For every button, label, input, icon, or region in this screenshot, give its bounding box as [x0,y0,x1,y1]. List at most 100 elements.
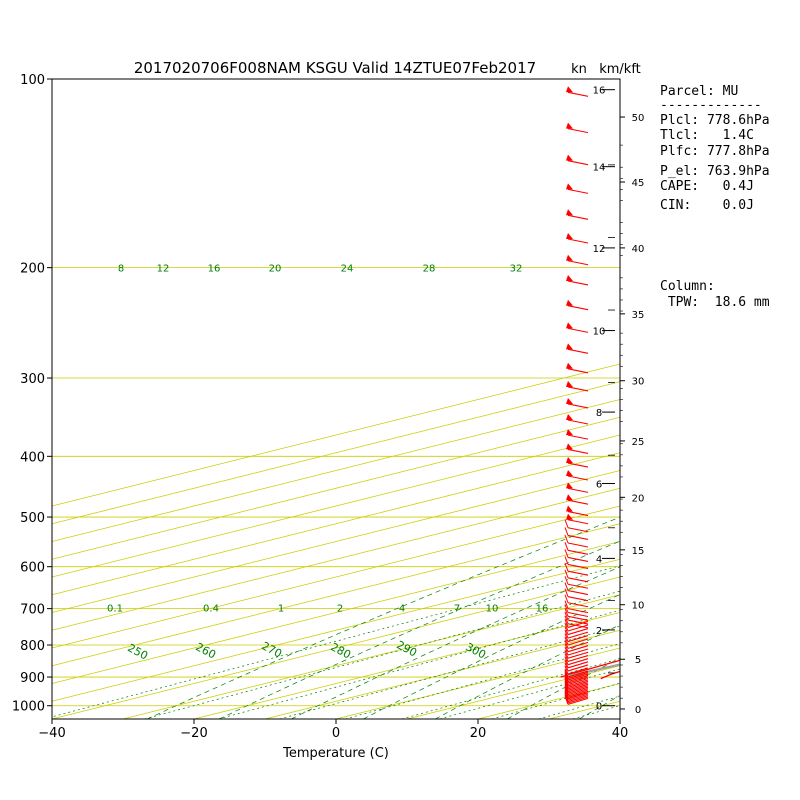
theta-e-label: 16 [208,264,221,275]
theta-e-label: 28 [423,264,436,275]
wind-barb [564,650,589,659]
wind-barb-feather [564,594,569,603]
wind-barb [564,674,589,684]
wind-barb [564,676,589,686]
wind-barb [564,582,589,596]
wind-barb-feather [564,682,569,691]
kft-tick-label: 20 [632,493,645,504]
wind-barb-pennant [566,154,573,161]
x-tick-label: −40 [38,726,65,741]
wind-barb-pennant [566,505,573,512]
wind-barb-staff [567,91,589,97]
wind-barb-pennant [566,122,573,129]
wind-barb-feather [564,668,569,678]
wind-barb-staff [567,305,589,311]
wind-barb [564,622,589,632]
wind-barb [564,611,589,625]
wind-barb-staff [567,673,589,681]
isotherm-line [52,541,620,684]
wind-barb-staff [567,686,589,694]
wind-barb [564,636,589,646]
column-tpw: TPW: 18.6 mm [660,295,770,310]
wind-barb-staff [567,682,589,690]
wind-barb [566,470,589,481]
wind-barb [564,534,589,548]
wind-barb-pennant [566,482,573,489]
wind-barb-pennant [566,494,573,501]
kn-label: kn [571,62,587,77]
wind-barb [564,527,589,541]
kft-tick-label: 45 [632,178,645,189]
wind-barb-feather [564,569,569,578]
wind-barb [566,299,589,311]
wind-barb [566,380,589,392]
wind-barb [564,626,589,636]
wind-barb-staff [567,403,589,409]
wind-barb [564,683,589,693]
y-tick-label: 800 [20,639,45,654]
theta-label: 280 [328,640,353,661]
wind-barb [564,588,589,602]
wind-barb-feather [564,556,569,565]
theta-label: 270 [259,639,284,660]
wind-barb-staff [567,611,589,618]
wind-barb [566,154,589,166]
isotherm-line [52,363,620,507]
wind-barb-staff [567,348,589,354]
wind-barb-staff [567,280,589,286]
wind-barb-feather [564,643,569,652]
wind-barb-feather [564,680,569,690]
wind-barb [566,397,589,409]
wind-barb-pennant [566,274,573,281]
wind-barb-staff [567,695,589,703]
wind-barb [564,608,589,621]
wind-barb-staff [567,620,589,628]
y-tick-label: 100 [20,73,45,88]
wind-barb-staff [567,680,589,688]
wind-barb [564,662,589,672]
wind-barb-staff [567,624,589,632]
mixing-ratio-line [491,682,620,719]
isotherm-line [52,558,620,702]
y-tick-label: 900 [20,671,45,686]
wind-barb-staff [567,608,589,614]
wind-barb [564,677,589,687]
wind-barb [566,322,589,333]
wind-barb [564,680,589,690]
wind-barb-staff [567,487,589,493]
wind-barb-pennant [566,254,573,261]
wind-barb-staff [567,188,589,194]
wind-barb-staff [567,386,589,392]
dry-adiabat [507,657,620,719]
wind-barb-staff [567,658,589,666]
wind-barb-staff [567,238,589,244]
y-tick-label: 500 [20,511,45,526]
kft-tick-label: 50 [632,113,645,124]
wind-barb-pennant [566,362,573,369]
wind-barb [566,505,589,517]
wind-barb-feather [564,656,569,665]
wind-barb-feather [564,653,569,662]
theta-e-label: 32 [510,264,523,275]
theta-e-label: 12 [157,264,170,275]
dry-adiabat [795,79,800,719]
mixing-ratio-label: 10 [486,604,499,615]
wind-barb-pennant [566,470,573,477]
mixing-ratio-line [279,625,620,719]
kft-tick-label: 10 [632,601,645,612]
wind-barb-staff [567,160,589,166]
isotherm-line [52,523,620,667]
wind-barb [566,232,589,244]
wind-barb [564,643,589,653]
kft-tick-label: 35 [632,310,645,321]
kft-tick-label: 15 [632,546,645,557]
wind-barb-pennant [566,322,573,329]
wind-barb-feather [564,576,569,585]
lcl-marker [667,632,677,642]
wind-barb [564,576,589,589]
wind-barb-feather [564,671,569,681]
y-tick-label: 300 [20,372,45,387]
wind-barb-feather [564,633,569,642]
km-tick-label: 4 [596,554,602,565]
